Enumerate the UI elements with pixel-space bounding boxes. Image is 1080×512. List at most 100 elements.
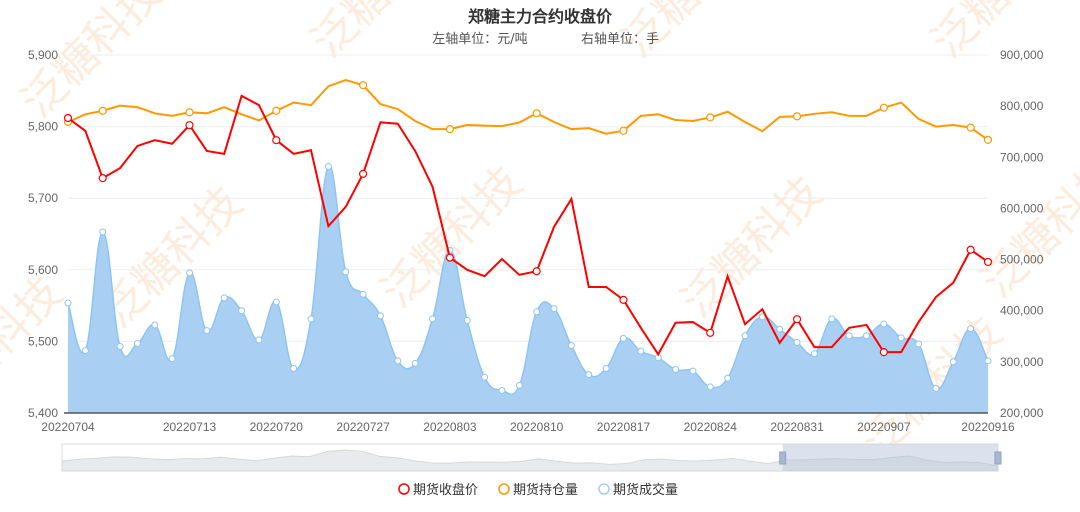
x-tick-label: 20220720 — [250, 420, 304, 434]
legend: 期货收盘价 期货持仓量 期货成交量 — [398, 482, 678, 498]
series-point — [983, 135, 993, 144]
series-0 — [63, 94, 993, 357]
volume-point — [550, 305, 558, 313]
series-point — [966, 245, 975, 254]
volume-point — [672, 366, 680, 374]
series-point — [532, 109, 541, 118]
volume-point — [619, 334, 627, 342]
volume-point — [394, 357, 402, 365]
volume-point — [689, 367, 697, 375]
volume-point — [220, 294, 228, 302]
volume-point — [828, 315, 836, 323]
volume-point — [585, 371, 593, 379]
data-zoom-slider[interactable] — [61, 443, 1002, 472]
volume-point — [376, 312, 384, 320]
series-point — [98, 106, 107, 115]
series-point — [706, 113, 715, 122]
x-tick-label: 20220810 — [510, 420, 564, 434]
series-point — [532, 267, 541, 276]
volume-point — [498, 386, 506, 394]
volume-point — [793, 338, 801, 346]
series-point — [272, 136, 281, 145]
volume-point — [203, 327, 211, 335]
right-y-tick-label: 500,000 — [1000, 253, 1044, 267]
right-y-tick-label: 900,000 — [1000, 48, 1044, 62]
volume-point — [915, 340, 923, 348]
volume-point — [567, 341, 575, 349]
data-zoom-selection[interactable] — [782, 444, 998, 471]
left-y-tick-label: 5,500 — [28, 334, 58, 348]
series-1 — [63, 79, 993, 144]
volume-point — [481, 373, 489, 381]
x-tick-label: 20220713 — [163, 420, 217, 434]
series-point — [966, 123, 975, 132]
series-point — [983, 257, 993, 267]
volume-point — [133, 339, 141, 347]
volume-point — [342, 268, 350, 276]
series-line — [67, 79, 989, 141]
legend-item[interactable]: 期货收盘价 — [398, 482, 478, 498]
legend-marker-icon — [598, 483, 610, 495]
volume-point — [880, 320, 888, 328]
volume-point — [932, 384, 940, 392]
left-y-tick-label: 5,900 — [28, 48, 58, 62]
volume-point — [724, 374, 732, 382]
legend-item[interactable]: 期货持仓量 — [498, 482, 578, 498]
series-point — [792, 112, 802, 121]
volume-point — [64, 299, 72, 307]
volume-point — [272, 298, 280, 306]
series-point — [63, 113, 73, 123]
series-line — [67, 94, 989, 357]
series-2 — [64, 162, 992, 413]
series-layer — [63, 79, 993, 413]
data-zoom-handle[interactable] — [994, 451, 1002, 465]
legend-label: 期货成交量 — [613, 482, 678, 498]
right-y-tick-label: 400,000 — [1000, 304, 1044, 318]
x-tick-label: 20220803 — [423, 420, 477, 434]
x-tick-label: 20220727 — [336, 420, 390, 434]
left-y-tick-label: 5,600 — [28, 263, 58, 277]
volume-point — [463, 316, 471, 324]
series-point — [706, 328, 715, 337]
volume-point — [845, 332, 853, 340]
series-point — [792, 315, 802, 324]
volume-point — [429, 315, 437, 323]
volume-point — [515, 381, 523, 389]
right-y-tick-label: 300,000 — [1000, 355, 1044, 369]
legend-label: 期货持仓量 — [513, 482, 578, 498]
right-y-tick-label: 700,000 — [1000, 150, 1044, 164]
volume-point — [359, 290, 367, 298]
x-axis: 20220704 20220713 20220720 20220727 20220803… — [41, 412, 1015, 434]
chart-title: 郑糖主力合约收盘价 — [468, 7, 613, 26]
left-y-tick-label: 5,400 — [28, 406, 58, 420]
series-point — [358, 169, 368, 178]
series-point — [619, 295, 628, 304]
series-point — [358, 81, 368, 90]
right-y-tick-label: 800,000 — [1000, 99, 1044, 113]
volume-point — [255, 336, 263, 344]
legend-item[interactable]: 期货成交量 — [598, 482, 678, 498]
series-point — [445, 125, 454, 134]
series-point — [272, 106, 281, 115]
legend-label: 期货收盘价 — [413, 482, 478, 498]
series-point — [185, 108, 194, 117]
data-zoom-handle[interactable] — [779, 451, 787, 465]
x-tick-label: 20220916 — [961, 420, 1015, 434]
volume-point — [776, 325, 784, 333]
series-point — [98, 174, 107, 183]
volume-point — [238, 307, 246, 315]
volume-point — [411, 359, 419, 367]
x-tick-label: 20220817 — [597, 420, 651, 434]
right-y-tick-label: 200,000 — [1000, 406, 1044, 420]
volume-point — [602, 365, 610, 373]
grid-lines — [68, 54, 988, 342]
volume-point — [290, 365, 298, 373]
legend-marker-icon — [498, 483, 510, 495]
right-axis-unit: 右轴单位：手 — [581, 32, 659, 47]
series-point — [879, 103, 888, 112]
watermark-text: 泛糖科技 — [672, 167, 833, 328]
volume-point — [706, 383, 714, 391]
left-axis-unit: 左轴单位：元/吨 — [432, 32, 527, 47]
volume-point — [967, 325, 975, 333]
